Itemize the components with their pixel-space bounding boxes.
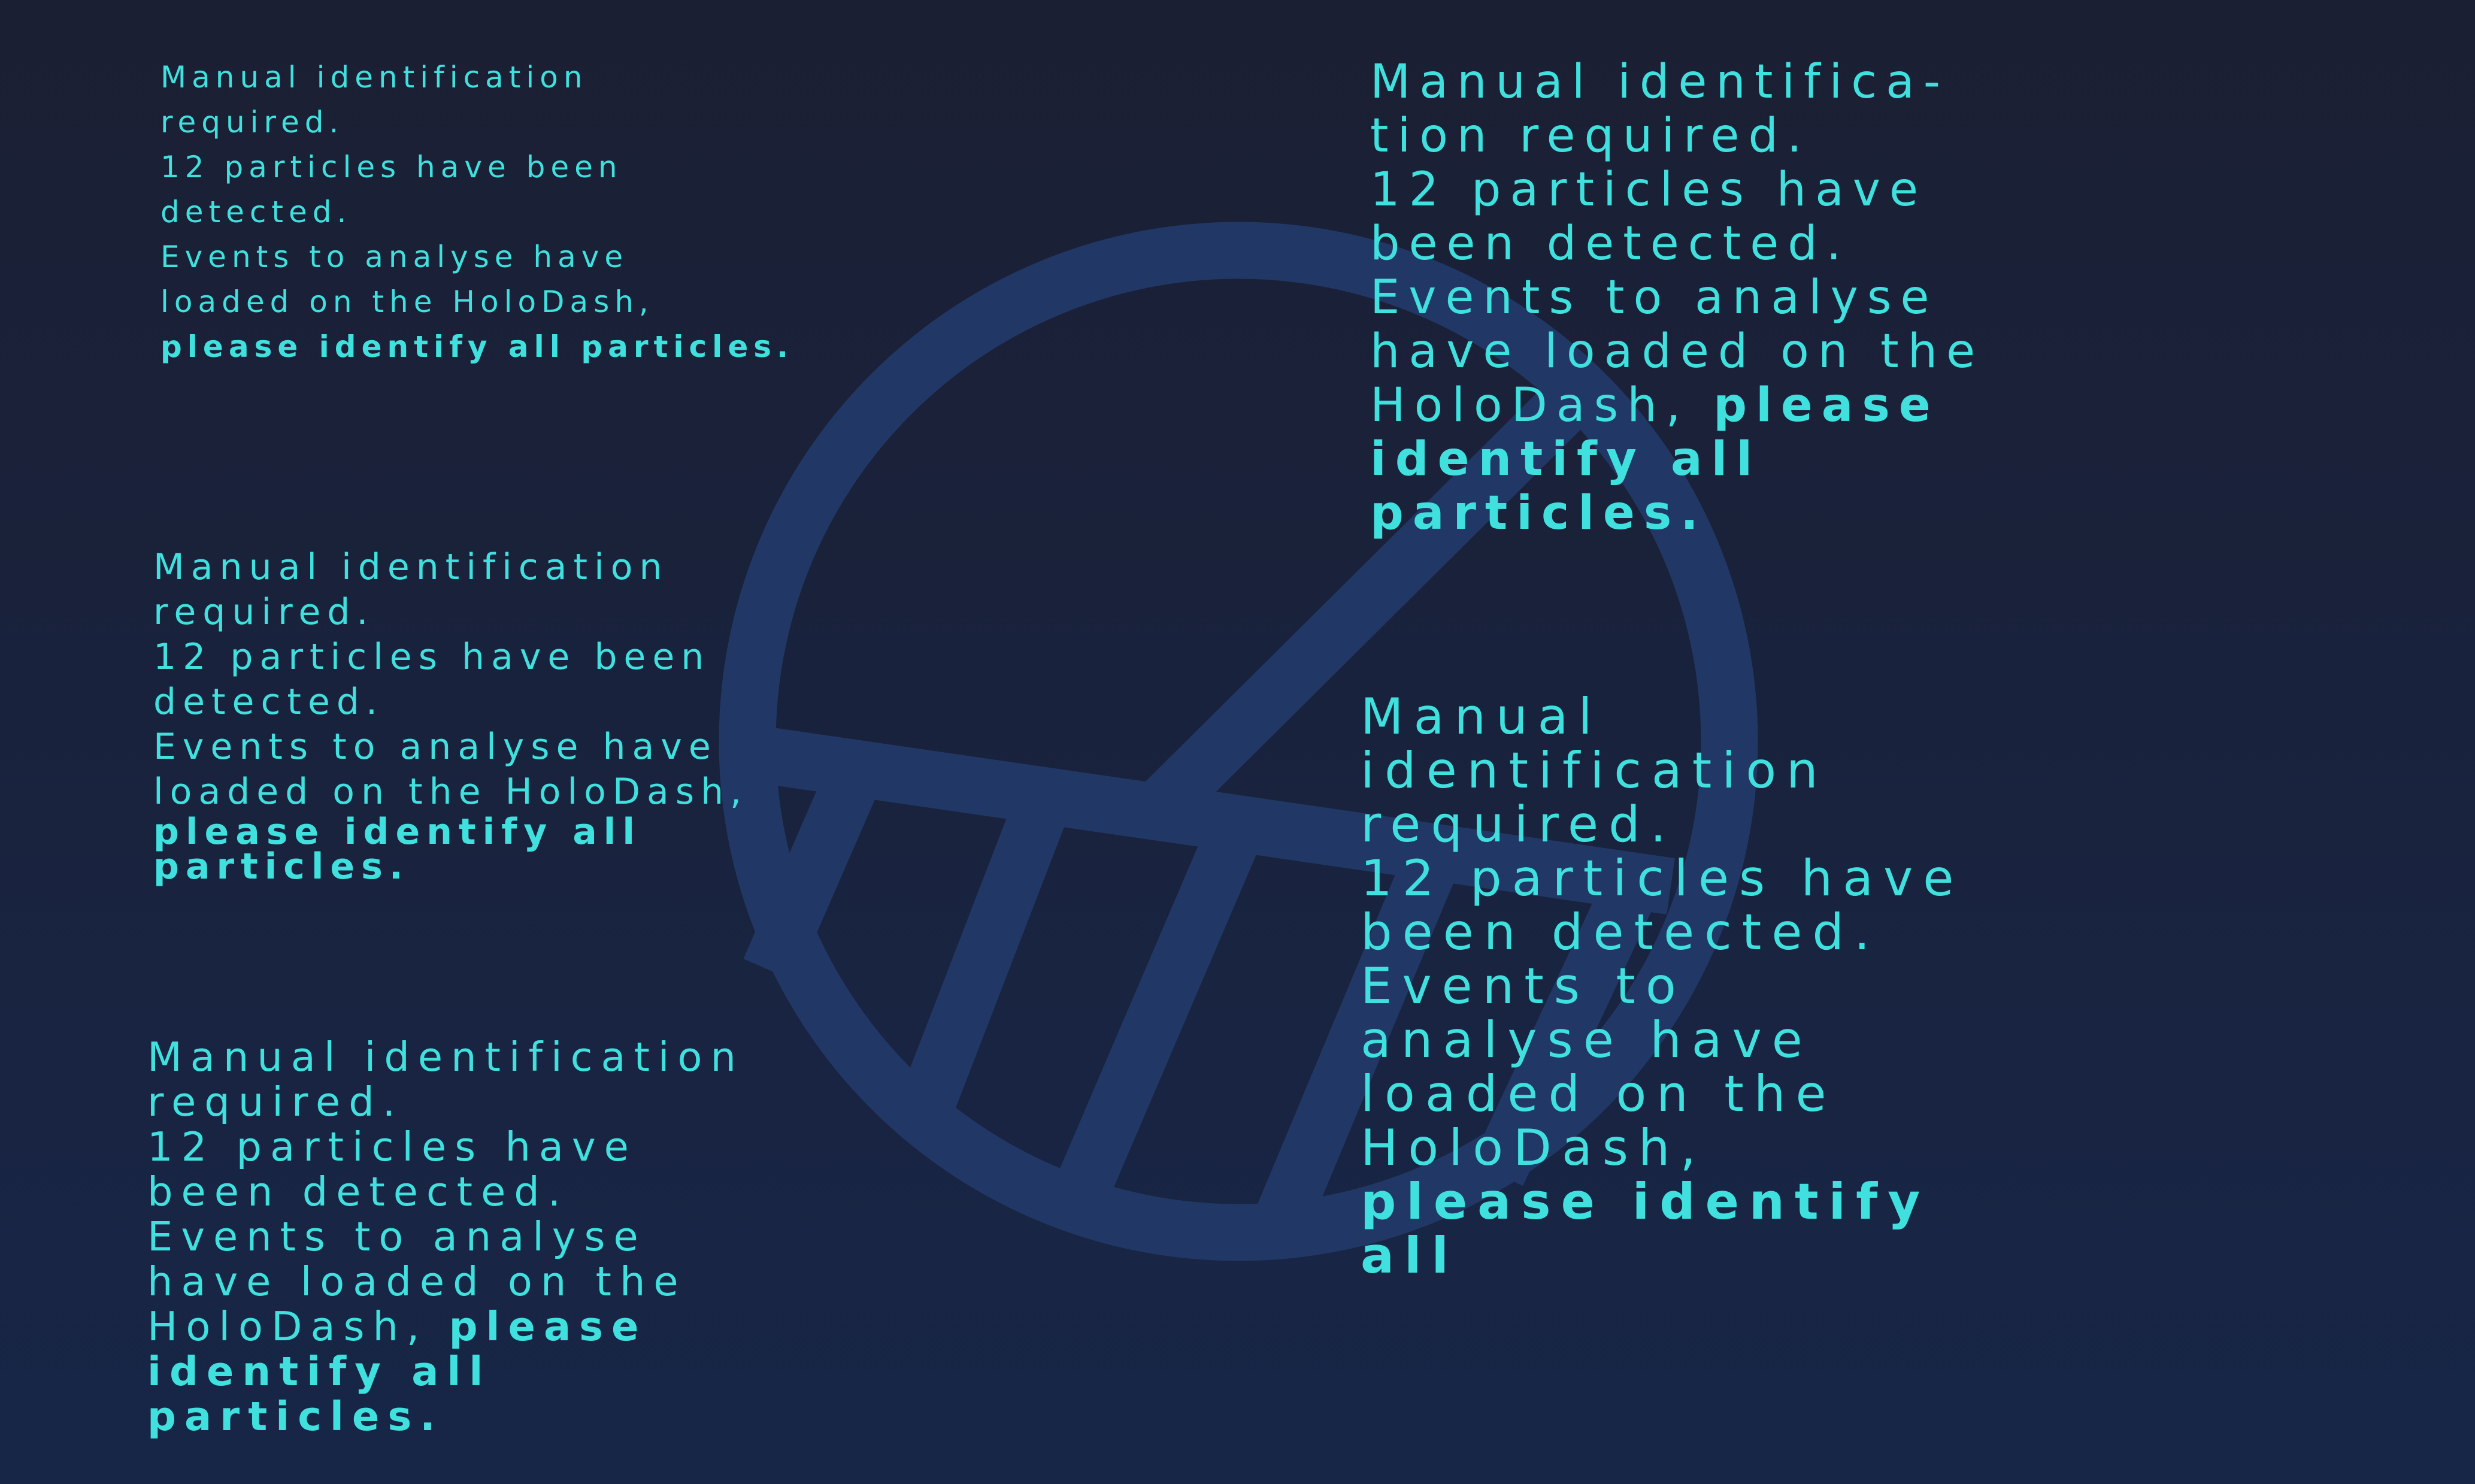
message-line-emphasis: particles. — [153, 849, 748, 885]
message-line: Events to analyse — [147, 1213, 647, 1260]
emphasis-text: particles. — [1370, 486, 1707, 540]
message-line: analyse have — [1361, 1011, 1813, 1069]
message-block-small: Manual identification required. 12 parti… — [160, 55, 793, 370]
message-line: Manual identifica- — [1370, 55, 1950, 109]
message-line: detected. — [160, 195, 352, 229]
message-line-emphasis: please identify — [1361, 1175, 1964, 1229]
message-line: loaded on the HoloDash, — [153, 771, 749, 813]
emphasis-text: identify all — [147, 1348, 492, 1395]
message-line: required. — [153, 591, 375, 633]
message-line-mixed: HoloDash, please — [147, 1304, 744, 1349]
message-block-medium: Manual identification required. 12 parti… — [153, 545, 749, 885]
message-block-large: Manual identification required. 12 parti… — [147, 1035, 744, 1439]
message-line: Manual identification — [153, 546, 669, 588]
message-line: 12 particles have been — [160, 150, 623, 184]
message-line-mixed: HoloDash, please — [1370, 378, 1984, 432]
message-line: been detected. — [1370, 217, 1850, 271]
message-line: been detected. — [147, 1168, 569, 1215]
message-line: loaded on the HoloDash, — [160, 284, 654, 319]
message-line: have loaded on the — [147, 1258, 687, 1305]
message-line: required. — [160, 105, 344, 140]
message-line: identification — [1361, 741, 1828, 799]
emphasis-text: please identify all — [153, 811, 641, 853]
message-line: 12 particles have — [1370, 163, 1928, 217]
message-line-emphasis: particles. — [1370, 486, 1984, 540]
emphasis-text: all — [1361, 1226, 1459, 1285]
message-line: detected. — [153, 681, 384, 723]
message-line: tion required. — [1370, 109, 1811, 163]
message-line-emphasis: identify all — [147, 1349, 744, 1394]
message-line-emphasis: particles. — [147, 1394, 744, 1439]
emphasis-text: please identify all particles. — [160, 329, 793, 364]
emphasis-text: particles. — [153, 846, 410, 888]
emphasis-text: particles. — [147, 1393, 444, 1440]
message-line-emphasis: please identify all — [153, 814, 748, 850]
plain-text: HoloDash, — [1370, 378, 1714, 432]
message-line: Events to analyse have — [160, 240, 629, 274]
message-line: 12 particles have — [147, 1123, 637, 1170]
message-line-emphasis: all — [1361, 1229, 1964, 1283]
message-line: loaded on the — [1361, 1065, 1837, 1123]
message-line: 12 particles have — [1361, 849, 1964, 907]
message-line: been detected. — [1361, 903, 1880, 961]
message-line: Events to analyse — [1370, 271, 1938, 325]
message-line: 12 particles have been — [153, 636, 711, 678]
emphasis-text: please identify — [1361, 1173, 1931, 1231]
emphasis-text: identify all — [1370, 432, 1762, 486]
emphasis-text: please — [1713, 378, 1940, 432]
message-line: HoloDash, — [1361, 1119, 1707, 1177]
message-line: required. — [1361, 795, 1677, 853]
emphasis-text: please — [449, 1303, 647, 1350]
message-line: have loaded on the — [1370, 325, 1985, 378]
message-line: Events to analyse have — [153, 726, 717, 768]
message-line: Events to — [1361, 957, 1686, 1015]
message-line: required. — [147, 1079, 404, 1125]
plain-text: HoloDash, — [147, 1303, 449, 1350]
message-line: Manual identification — [160, 60, 588, 95]
message-line: Manual identification — [147, 1034, 744, 1080]
message-line: Manual — [1361, 688, 1602, 746]
message-line-emphasis: please identify all particles. — [160, 325, 793, 370]
message-block-xxlarge: Manual identification required. 12 parti… — [1361, 690, 1964, 1283]
message-block-xlarge: Manual identifica- tion required. 12 par… — [1370, 55, 1984, 540]
message-line-emphasis: identify all — [1370, 432, 1984, 486]
